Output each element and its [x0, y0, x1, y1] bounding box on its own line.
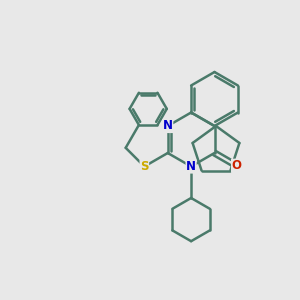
Text: S: S: [140, 160, 148, 173]
Text: O: O: [232, 159, 242, 172]
Text: N: N: [163, 119, 173, 133]
Text: N: N: [186, 160, 196, 173]
